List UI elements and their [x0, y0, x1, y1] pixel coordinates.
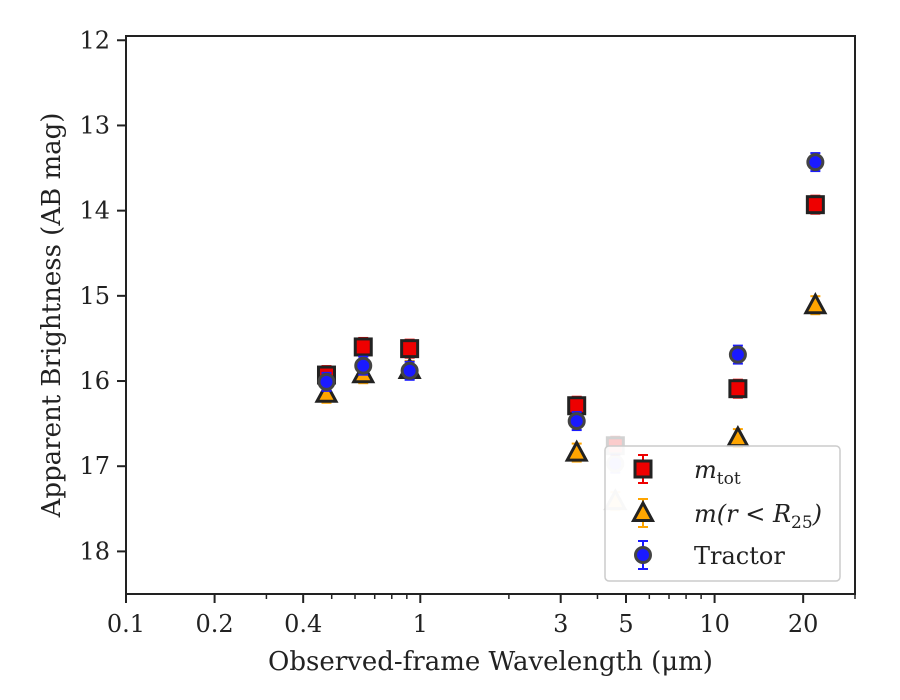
y-tick-label: 16: [79, 367, 110, 395]
point-marker: [806, 153, 825, 172]
data-point: [564, 439, 589, 463]
point-marker: [317, 372, 336, 391]
point-marker: [353, 337, 373, 357]
point-marker: [564, 439, 589, 462]
data-point: [806, 152, 825, 173]
square-marker: [728, 379, 748, 399]
y-axis-label: Apparent Brightness (AB mag): [37, 113, 67, 519]
circle-marker: [728, 345, 747, 364]
legend-label: m(r < R25): [694, 500, 822, 533]
x-tick-label: 5: [618, 610, 633, 638]
legend-label: mtot: [694, 456, 741, 489]
data-point: [567, 411, 586, 432]
legend-label: Tractor: [694, 542, 785, 570]
x-tick-label: 0.2: [196, 610, 234, 638]
y-axis: 12 13 14 15 16 17 18: [79, 26, 126, 565]
x-tick-label: 10: [699, 610, 730, 638]
x-axis-label: Observed-frame Wavelength (μm): [268, 647, 713, 677]
legend-marker: [630, 499, 656, 522]
legend-box: [604, 445, 841, 582]
y-tick-label: 18: [79, 537, 110, 565]
square-marker: [400, 339, 420, 359]
y-tick-label: 13: [79, 111, 110, 139]
point-marker: [805, 195, 825, 215]
x-tick-label: 20: [788, 610, 819, 638]
y-tick-label: 12: [79, 26, 110, 54]
series-0: [316, 194, 825, 456]
square-marker: [805, 195, 825, 215]
point-marker: [314, 380, 339, 403]
point-marker: [400, 339, 420, 359]
data-point: [728, 344, 747, 365]
x-axis: 0.1 0.2 0.4 1 3 5 10 20: [107, 594, 856, 638]
x-tick-label: 3: [553, 610, 568, 638]
plot-frame: [125, 35, 856, 595]
triangle-marker: [630, 499, 656, 522]
point-marker: [567, 412, 586, 431]
legend-marker: [634, 546, 652, 564]
x-tick-label: 0.1: [107, 610, 145, 638]
x-tick-label: 1: [413, 610, 428, 638]
legend: mtot m(r < R25) Tractor: [604, 445, 841, 582]
circle-marker: [634, 546, 652, 564]
point-marker: [803, 292, 828, 315]
data-point: [354, 355, 373, 376]
circle-marker: [567, 412, 586, 431]
circle-marker: [806, 153, 825, 172]
data-point: [400, 360, 419, 381]
circle-marker: [317, 372, 336, 391]
legend-marker: [633, 459, 653, 479]
triangle-marker: [314, 380, 339, 403]
x-tick-label: 0.4: [284, 610, 322, 638]
triangle-marker: [564, 439, 589, 462]
point-marker: [728, 345, 747, 364]
y-tick-label: 14: [79, 197, 110, 225]
circle-marker: [354, 356, 373, 375]
triangle-marker: [803, 292, 828, 315]
circle-marker: [400, 361, 419, 380]
data-point: [728, 378, 748, 399]
point-marker: [400, 361, 419, 380]
y-tick-label: 15: [79, 282, 110, 310]
point-marker: [354, 356, 373, 375]
y-tick-label: 17: [79, 452, 110, 480]
data-point: [400, 338, 420, 359]
data-point: [317, 371, 336, 392]
point-marker: [728, 379, 748, 399]
square-marker: [633, 459, 653, 479]
data-point: [805, 194, 825, 215]
square-marker: [353, 337, 373, 357]
data-point: [803, 292, 828, 316]
data-point: [353, 336, 373, 357]
